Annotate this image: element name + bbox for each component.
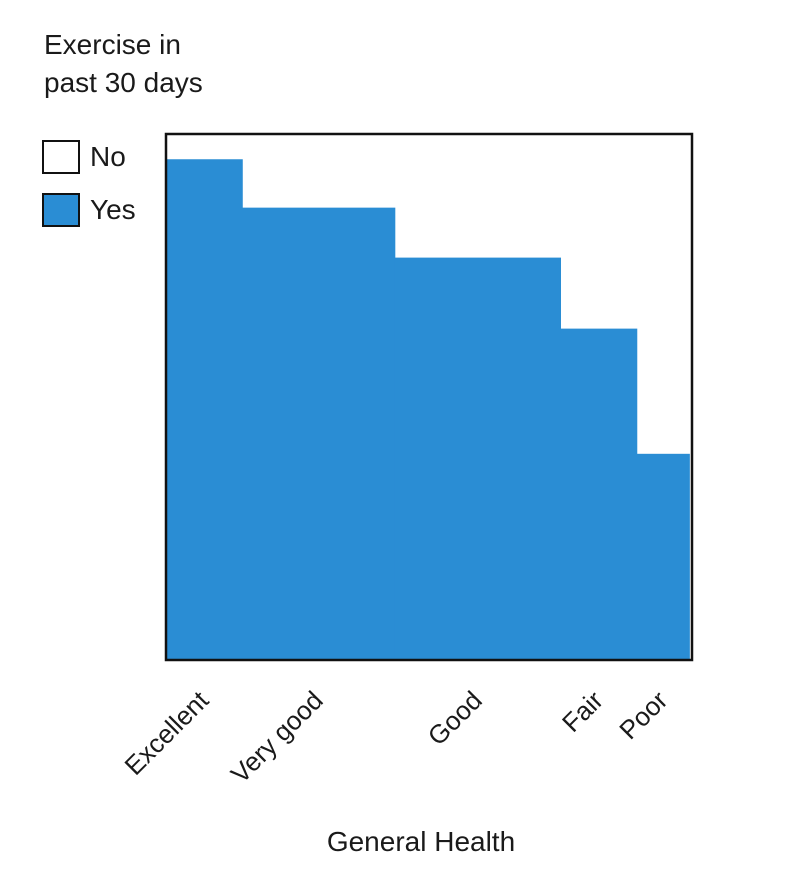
x-tick-label-poor: Poor — [613, 685, 673, 745]
legend-swatch-no — [42, 140, 80, 174]
x-axis-title: General Health — [326, 826, 516, 857]
mosaic-bar-yes-very-good — [242, 207, 396, 660]
mosaic-bar-yes-good — [394, 257, 561, 660]
legend-label-no: No — [90, 141, 126, 172]
legend-item-no: No — [42, 137, 126, 177]
x-tick-label-fair: Fair — [556, 685, 609, 738]
x-tick-label-very-good: Very good — [225, 685, 329, 789]
legend-title: Exercise in past 30 days — [44, 26, 203, 102]
legend-title-line2: past 30 days — [44, 67, 203, 98]
legend-item-yes: Yes — [42, 190, 136, 230]
plot-frame — [164, 132, 694, 662]
mosaic-bar-yes-excellent — [166, 159, 243, 661]
legend-title-line1: Exercise in — [44, 29, 181, 60]
mosaic-bar-yes-poor — [636, 453, 690, 660]
legend-label-yes: Yes — [90, 194, 136, 225]
legend-swatch-yes — [42, 193, 80, 227]
mosaic-bar-yes-fair — [560, 328, 638, 660]
x-tick-label-excellent: Excellent — [119, 684, 215, 780]
x-tick-label-good: Good — [422, 685, 488, 751]
